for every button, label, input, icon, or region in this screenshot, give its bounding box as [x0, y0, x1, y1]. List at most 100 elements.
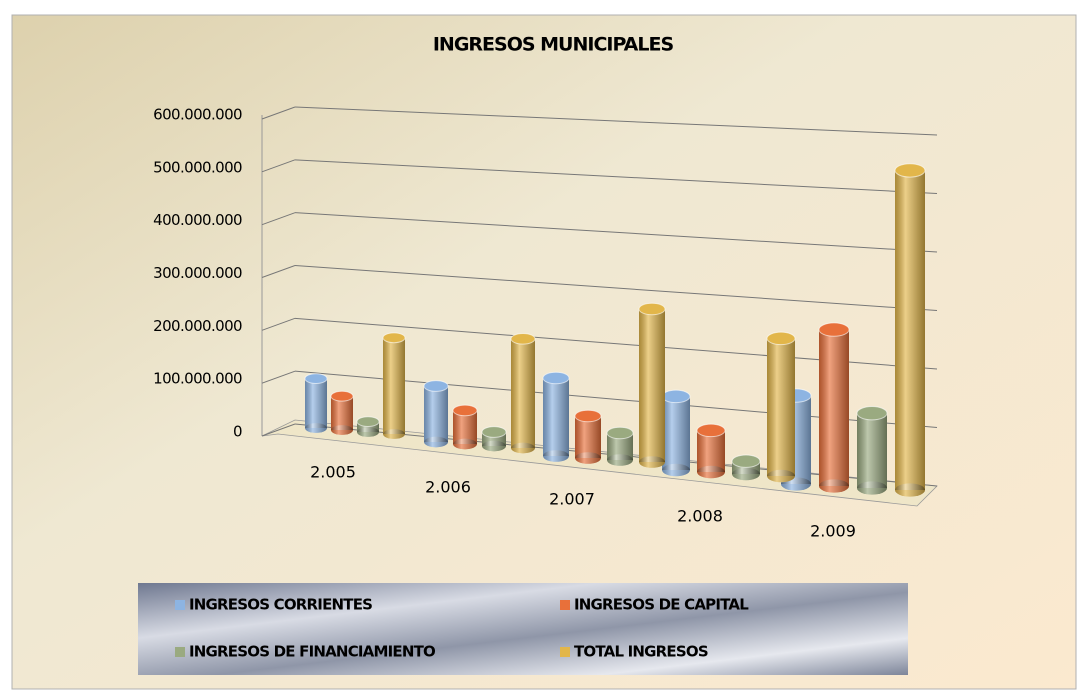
grid-line-side	[261, 317, 296, 331]
bar-shade	[819, 329, 849, 486]
bar-top	[510, 332, 536, 345]
bar-top	[423, 380, 449, 392]
bar-shade-bottom	[857, 481, 887, 495]
bar-shade	[305, 378, 327, 428]
bar-shade-bottom	[575, 452, 601, 464]
bar-shade	[424, 386, 448, 442]
x-tick-label: 2.008	[677, 507, 723, 526]
legend-label: INGRESOS DE FINANCIAMIENTO	[189, 643, 435, 661]
bar-top	[894, 163, 926, 178]
bar	[356, 416, 380, 437]
y-tick-label: 200.000.000	[153, 317, 242, 335]
bar	[731, 454, 761, 481]
y-tick-label: 600.000.000	[153, 106, 242, 124]
bar-shade-bottom	[383, 429, 405, 439]
x-tick-label: 2.007	[549, 490, 595, 509]
bar-top	[606, 426, 634, 440]
legend-swatch	[560, 600, 570, 610]
bar	[894, 163, 926, 497]
bar	[818, 322, 850, 493]
bar	[574, 409, 602, 464]
bar	[766, 331, 796, 483]
y-tick-label: 100.000.000	[153, 370, 242, 388]
bar	[481, 426, 507, 452]
bar	[452, 404, 478, 450]
x-tick-label: 2.006	[425, 478, 471, 497]
bar-shade-bottom	[732, 467, 760, 481]
bar-shade	[543, 378, 569, 456]
legend-label: INGRESOS CORRIENTES	[189, 596, 372, 614]
bar-shade-bottom	[819, 479, 849, 493]
bar-top	[731, 454, 761, 468]
bar-shade	[767, 338, 795, 476]
bar	[542, 371, 570, 462]
bar-shade-bottom	[607, 454, 633, 466]
bar-shade-bottom	[331, 425, 353, 435]
bar-shade	[331, 396, 353, 430]
bar-top	[452, 404, 478, 417]
bar-top	[382, 332, 406, 344]
bar-top	[481, 426, 507, 438]
bar	[304, 373, 328, 433]
bar-top	[856, 406, 888, 421]
x-tick-label: 2.009	[810, 522, 856, 541]
chart-title: INGRESOS MUNICIPALES	[433, 34, 674, 56]
grid-line	[294, 106, 938, 136]
grid-line-side	[261, 423, 296, 437]
grid-line	[294, 212, 938, 253]
bar	[638, 302, 666, 468]
legend-swatch	[560, 647, 570, 657]
bar-top	[542, 371, 570, 385]
bar-shade	[511, 338, 535, 448]
bar-shade-bottom	[543, 450, 569, 462]
legend-swatch	[175, 647, 185, 657]
y-tick-label: 300.000.000	[153, 264, 242, 282]
bar-shade-bottom	[511, 442, 535, 454]
bar-shade	[639, 309, 665, 462]
bar	[510, 332, 536, 454]
bar-top	[696, 423, 726, 438]
legend-swatch	[175, 600, 185, 610]
bar-shade-bottom	[305, 423, 327, 433]
bar-top	[330, 390, 354, 402]
bar-shade-bottom	[697, 465, 725, 479]
bar-top	[638, 302, 666, 316]
bar-top	[574, 409, 602, 423]
bar-shade-bottom	[767, 469, 795, 483]
bar	[696, 423, 726, 479]
grid-line-side	[261, 212, 296, 226]
bar	[330, 390, 354, 435]
y-tick-label: 0	[233, 423, 242, 441]
legend-label: TOTAL INGRESOS	[574, 643, 708, 661]
bar-top	[818, 322, 850, 337]
bar-shade	[575, 416, 601, 458]
bar-shade	[895, 170, 925, 490]
bar-shade-bottom	[424, 436, 448, 448]
legend	[138, 583, 908, 675]
y-tick-label: 400.000.000	[153, 211, 242, 229]
bar-shade	[857, 413, 887, 488]
bar-shade-bottom	[453, 438, 477, 450]
y-tick-label: 500.000.000	[153, 158, 242, 176]
grid-line	[294, 159, 938, 194]
bar	[606, 426, 634, 466]
grid-line-side	[261, 106, 296, 120]
grid-line-side	[261, 159, 296, 173]
bar-shade-bottom	[357, 427, 379, 437]
bar-shade	[383, 337, 405, 434]
grid-line	[294, 265, 938, 311]
bar-shade-bottom	[895, 483, 925, 497]
legend-label: INGRESOS DE CAPITAL	[574, 596, 749, 614]
grid-line-side	[261, 370, 296, 384]
bar-top	[304, 373, 328, 384]
bar-top	[356, 416, 380, 427]
bar	[661, 389, 691, 477]
bar-shade	[662, 396, 690, 470]
bar-top	[661, 389, 691, 404]
bar	[382, 332, 406, 439]
bar-shade-bottom	[662, 463, 690, 477]
x-tick-label: 2.005	[310, 463, 356, 482]
bar-shade	[697, 430, 725, 472]
grid-line-side	[261, 265, 296, 278]
